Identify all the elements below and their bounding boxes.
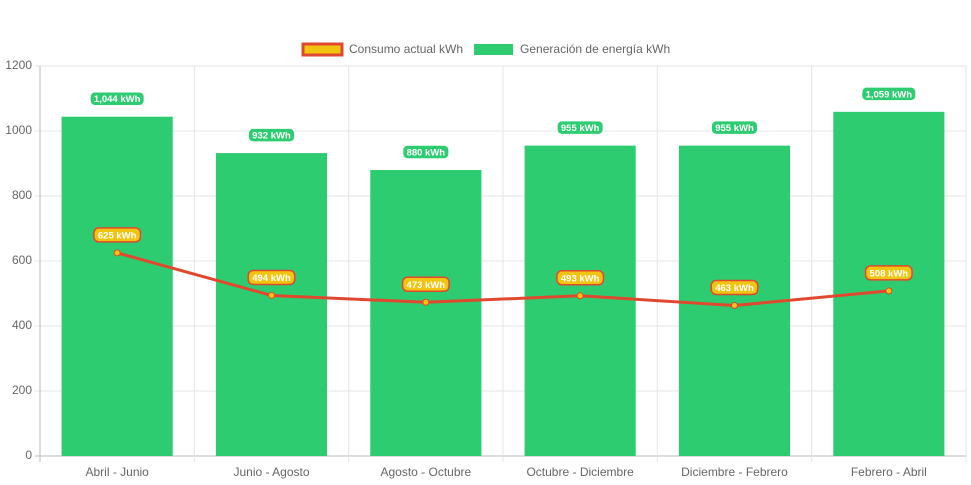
data-label: 955 kWh [710, 119, 759, 136]
data-label: 1,059 kWh [860, 86, 917, 102]
y-tick-label: 0 [25, 448, 32, 462]
data-label: 473 kWh [401, 276, 450, 293]
bars [61, 111, 945, 456]
bar [370, 170, 482, 456]
data-label: 932 kWh [247, 127, 296, 143]
data-label-bg [401, 144, 450, 160]
y-tick-label: 600 [12, 253, 32, 267]
data-label-text: 493 kWh [561, 273, 600, 284]
data-label-text: 508 kWh [870, 268, 909, 279]
data-label-bg [556, 119, 605, 136]
data-label: 508 kWh [864, 265, 913, 281]
data-label-text: 463 kWh [715, 283, 754, 294]
data-label: 1,044 kWh [89, 90, 146, 107]
data-label-bg [401, 276, 450, 293]
x-tick-label: Agosto - Octubre [380, 465, 471, 479]
data-label: 463 kWh [710, 279, 759, 296]
x-tick-label: Febrero - Abril [851, 465, 927, 479]
data-label-bg [710, 279, 759, 296]
line-point [731, 302, 738, 310]
data-label-bg [89, 90, 146, 107]
data-label-text: 494 kWh [252, 273, 291, 284]
line-point [885, 287, 893, 295]
bar [61, 116, 173, 456]
y-tick-label: 1200 [5, 58, 32, 72]
data-label-text: 1,044 kWh [94, 94, 141, 105]
lines [113, 249, 893, 310]
data-label-text: 955 kWh [561, 123, 600, 134]
labels: 625 kWh 494 kWh 473 kWh 493 kWh 463 kWh 508 k… [89, 86, 917, 296]
legend-label: Consumo actual kWh [349, 42, 463, 56]
data-label-text: 955 kWh [715, 123, 754, 134]
line-point [268, 291, 275, 299]
y-tick-label: 1000 [5, 123, 32, 137]
data-label: 955 kWh [556, 119, 605, 136]
data-label-text: 1,059 kWh [866, 89, 913, 100]
y-tick-label: 400 [12, 318, 32, 332]
y-tick-label: 800 [12, 188, 32, 202]
data-label-bg [710, 119, 759, 136]
data-label-bg [860, 86, 917, 102]
line [116, 251, 889, 308]
data-label-text: 625 kWh [98, 230, 137, 241]
data-label: 625 kWh [93, 227, 142, 243]
data-label-text: 880 kWh [407, 148, 446, 159]
data-label-bg [247, 127, 296, 143]
data-label: 493 kWh [556, 270, 605, 286]
data-label: 880 kWh [401, 144, 450, 160]
line-point [422, 298, 430, 306]
x-tick-label: Octubre - Diciembre [526, 465, 634, 479]
line-point [576, 292, 584, 300]
x-tick-label: Abril - Junio [85, 465, 149, 479]
legend-swatch [301, 42, 344, 57]
bar [833, 111, 945, 456]
data-label-bg [247, 269, 296, 286]
x-tick-label: Junio - Agosto [233, 465, 309, 479]
data-label-text: 932 kWh [252, 131, 291, 142]
legend: Consumo actual kWh Generación de energía … [301, 42, 670, 57]
data-label-bg [864, 265, 913, 281]
grid [35, 65, 967, 462]
bar [215, 153, 328, 456]
data-label-text: 473 kWh [407, 280, 446, 291]
line-point [113, 249, 121, 257]
legend-swatch [474, 44, 514, 55]
data-label: 494 kWh [247, 269, 296, 286]
y-tick-label: 200 [12, 383, 32, 397]
legend-label: Generación de energía kWh [520, 42, 670, 56]
data-label-bg [93, 227, 142, 243]
x-tick-label: Diciembre - Febrero [681, 465, 788, 479]
data-label-bg [556, 270, 605, 286]
bar [524, 145, 636, 456]
